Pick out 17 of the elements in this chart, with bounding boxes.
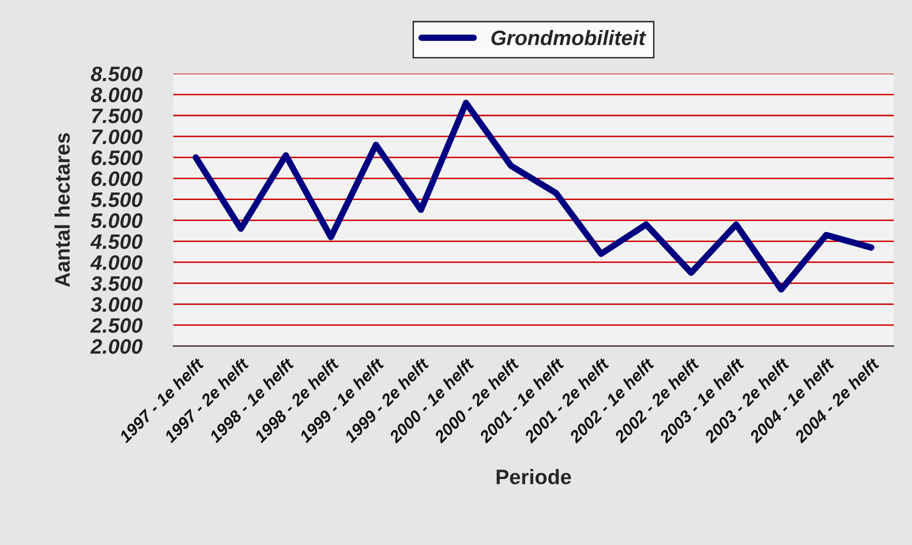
y-tick-label: 3.000 bbox=[90, 297, 143, 312]
legend-label: Grondmobiliteit bbox=[491, 30, 646, 46]
y-tick-label: 5.000 bbox=[90, 213, 143, 228]
y-axis-title: Aantal hectares bbox=[54, 133, 70, 287]
y-tick-label: 6.000 bbox=[92, 171, 143, 186]
y-tick-label: 3.500 bbox=[90, 276, 143, 291]
y-tick-label: 8.000 bbox=[90, 88, 143, 102]
y-tick-label: 6.500 bbox=[92, 150, 143, 166]
y-tick-label: 8.500 bbox=[90, 66, 143, 82]
y-tick-label: 4.500 bbox=[90, 234, 143, 250]
x-axis-title: Periode bbox=[496, 468, 572, 484]
y-tick-label: 7.000 bbox=[92, 129, 143, 144]
y-tick-label: 2.000 bbox=[90, 339, 143, 354]
y-tick-label: 7.500 bbox=[92, 108, 143, 124]
y-tick-label: 5.500 bbox=[90, 192, 143, 208]
y-tick-label: 4.000 bbox=[90, 255, 143, 270]
y-tick-label: 2.500 bbox=[90, 318, 143, 333]
